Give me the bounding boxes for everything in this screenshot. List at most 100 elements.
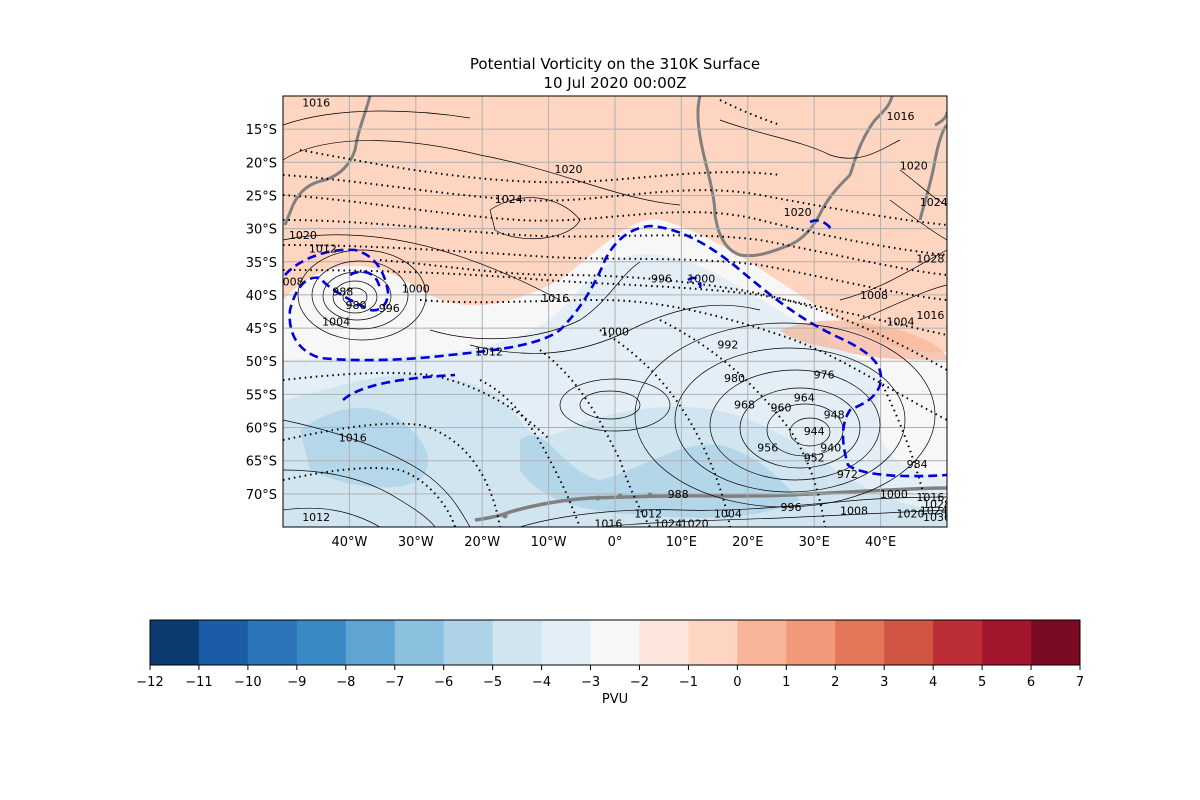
contour-label: 1036 — [923, 511, 951, 524]
colorbar-swatch — [786, 620, 836, 665]
longitude-label: 10°E — [666, 535, 697, 550]
contour-label: 1020 — [289, 229, 317, 242]
contour-label: 1016 — [916, 491, 944, 504]
colorbar-tick-label: −4 — [532, 675, 551, 690]
colorbar-swatch — [933, 620, 983, 665]
colorbar-tick-label: 7 — [1076, 675, 1084, 690]
colorbar-tick-label: −2 — [630, 675, 649, 690]
colorbar-tick-label: 2 — [831, 675, 839, 690]
contour-label: 1028 — [916, 252, 944, 265]
contour-label: 944 — [804, 425, 825, 438]
contour-label: 996 — [780, 501, 801, 514]
map-title: Potential Vorticity on the 310K Surface — [469, 55, 761, 73]
colorbar-tick-label: 1 — [782, 675, 790, 690]
contour-label: 960 — [771, 402, 792, 415]
latitude-label: 55°S — [246, 388, 277, 403]
colorbar-swatch — [982, 620, 1032, 665]
contour-label: 1008 — [276, 276, 304, 289]
contour-label: 980 — [346, 299, 367, 312]
colorbar-tick-label: −5 — [483, 675, 502, 690]
contour-label: 1016 — [594, 518, 622, 531]
longitude-label: 0° — [608, 535, 623, 550]
colorbar-tick-label: −1 — [679, 675, 698, 690]
colorbar-tick-label: 0 — [733, 675, 741, 690]
contour-label: 1004 — [887, 315, 915, 328]
contour-label: 1016 — [887, 110, 915, 123]
contour-label: 1024 — [920, 196, 948, 209]
contour-label: 980 — [724, 372, 745, 385]
contour-label: 1020 — [900, 160, 928, 173]
contour-label: 948 — [824, 408, 845, 421]
contour-label: 1008 — [860, 289, 888, 302]
contour-label: 976 — [814, 368, 835, 381]
map-gridlines — [283, 96, 947, 527]
colorbar-swatch — [1031, 620, 1081, 665]
contour-label: 1020 — [555, 163, 583, 176]
contour-label: 1004 — [714, 508, 742, 521]
map-subtitle: 10 Jul 2020 00:00Z — [543, 74, 687, 92]
contour-label: 956 — [757, 441, 778, 454]
contour-label: 1028 — [923, 498, 951, 511]
antarctic-coast-dots — [502, 492, 653, 519]
longitude-labels: 40°W 30°W 20°W 10°W 0° 10°E 20°E 30°E 40°E — [331, 535, 896, 550]
colorbar-swatch — [492, 620, 543, 665]
contour-label: 1024 — [920, 504, 948, 517]
contour-label: 1016 — [302, 97, 330, 110]
longitude-label: 20°E — [732, 535, 763, 550]
colorbar-tick-label: −8 — [336, 675, 355, 690]
colorbar-tick-label: −6 — [434, 675, 453, 690]
contour-label: 1000 — [402, 282, 430, 295]
contour-label: 1016 — [541, 292, 569, 305]
colorbar-swatch — [150, 620, 200, 665]
colorbar-swatch — [345, 620, 396, 665]
coastline-antarctica — [474, 486, 947, 522]
colorbar-swatch — [394, 620, 445, 665]
latitude-label: 20°S — [246, 156, 277, 171]
contour-label: 1024 — [495, 193, 523, 206]
contour-label: 1020 — [681, 518, 709, 531]
colorbar-tick-label: −9 — [287, 675, 306, 690]
colorbar-tick-label: 3 — [880, 675, 888, 690]
contour-label: 964 — [794, 392, 815, 405]
contour-label: 1016 — [916, 309, 944, 322]
contour-label: 1016 — [339, 431, 367, 444]
latitude-label: 25°S — [246, 189, 277, 204]
contour-label: 940 — [820, 441, 841, 454]
contour-label: 1020 — [896, 508, 924, 521]
longitude-label: 10°W — [531, 535, 567, 550]
longitude-label: 20°W — [464, 535, 500, 550]
colorbar-swatch — [688, 620, 738, 665]
latitude-label: 40°S — [246, 289, 277, 304]
contour-label: 952 — [804, 451, 825, 464]
colorbar-swatch — [835, 620, 885, 665]
contour-label: 992 — [717, 339, 738, 352]
longitude-label: 40°E — [865, 535, 896, 550]
contour-label: 972 — [837, 468, 858, 481]
pv-field-positive-patch — [780, 320, 947, 360]
colorbar-tick-label: −12 — [136, 675, 163, 690]
colorbar-swatch — [884, 620, 934, 665]
latitude-labels: 15°S 20°S 25°S 30°S 35°S 40°S 45°S 50°S 55°S 60°S… — [246, 123, 277, 503]
contour-label: 984 — [907, 458, 928, 471]
latitude-label: 50°S — [246, 355, 277, 370]
latitude-label: 70°S — [246, 488, 277, 503]
height-contours — [283, 99, 947, 527]
coastline-south-america — [283, 96, 372, 226]
longitude-label: 40°W — [331, 535, 367, 550]
latitude-label: 35°S — [246, 256, 277, 271]
contour-label: 1012 — [309, 243, 337, 256]
colorbar-tick-label: −7 — [385, 675, 404, 690]
contour-label: 1008 — [840, 504, 868, 517]
colorbar-swatch — [443, 620, 494, 665]
contour-label: 996 — [651, 272, 672, 285]
colorbar: −12 −11 −10 −9 −8 −7 −6 −5 −4 −3 −2 −1 0 1 2 3 4 5 6 7 — [136, 619, 1084, 690]
contour-label: 996 — [379, 302, 400, 315]
longitude-label: 30°E — [799, 535, 830, 550]
latitude-label: 65°S — [246, 455, 277, 470]
colorbar-tick-label: 6 — [1027, 675, 1035, 690]
colorbar-frame — [149, 619, 1081, 666]
contour-label: 988 — [668, 488, 689, 501]
latitude-label: 15°S — [246, 123, 277, 138]
latitude-label: 30°S — [246, 223, 277, 238]
